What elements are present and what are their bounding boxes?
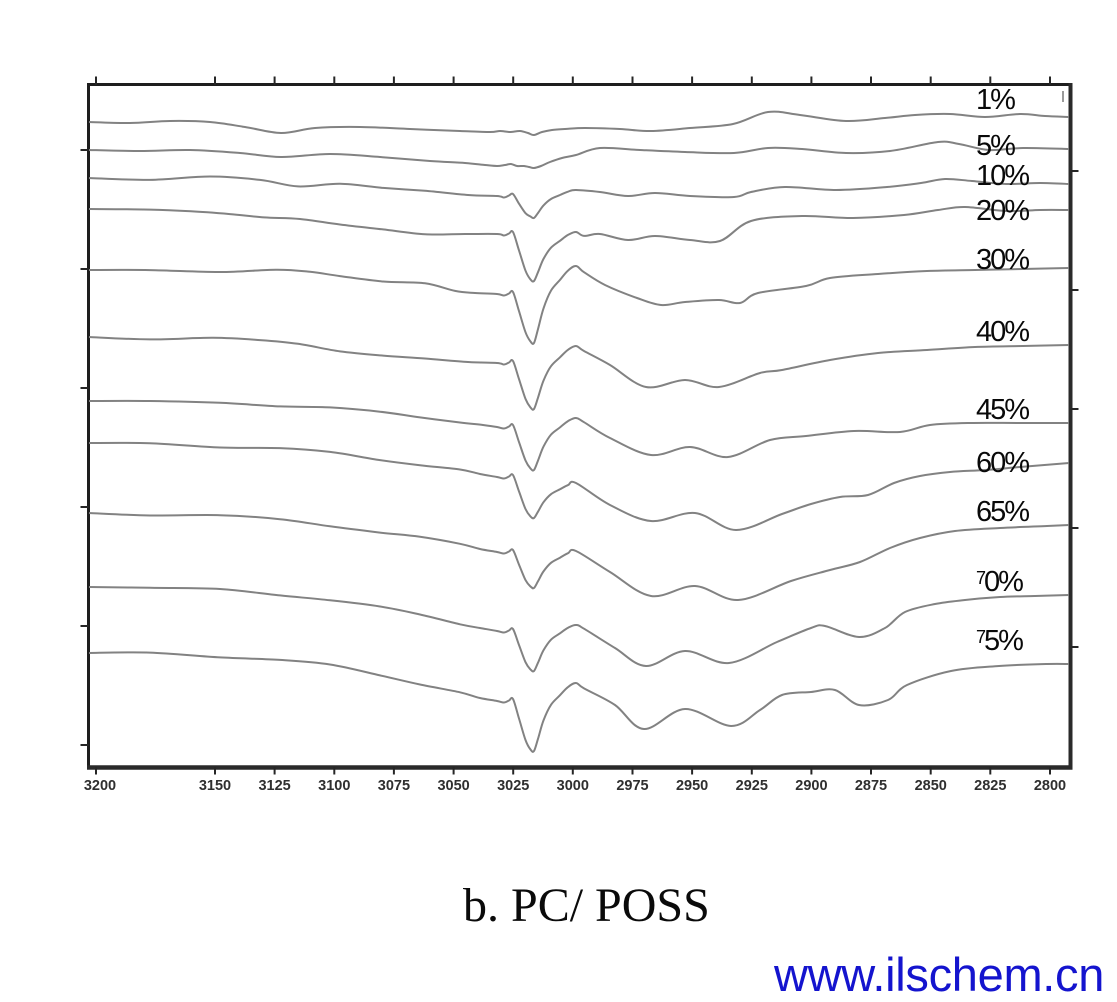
svg-text:45%: 45% (976, 394, 1029, 426)
svg-text:1%: 1% (976, 84, 1015, 116)
svg-text:10%: 10% (976, 160, 1029, 192)
svg-text:2875: 2875 (855, 778, 887, 794)
svg-text:20%: 20% (976, 195, 1029, 227)
svg-text:5%: 5% (976, 130, 1015, 162)
svg-text:3200: 3200 (84, 778, 116, 794)
svg-text:3125: 3125 (258, 778, 290, 794)
svg-text:3100: 3100 (318, 778, 350, 794)
svg-text:2900: 2900 (795, 778, 827, 794)
svg-text:2850: 2850 (915, 778, 947, 794)
svg-text:3000: 3000 (557, 778, 589, 794)
svg-text:3075: 3075 (378, 778, 410, 794)
svg-text:2800: 2800 (1034, 778, 1066, 794)
svg-text:3050: 3050 (437, 778, 469, 794)
svg-text:2925: 2925 (736, 778, 768, 794)
svg-text:2825: 2825 (974, 778, 1006, 794)
svg-text:2950: 2950 (676, 778, 708, 794)
svg-text:65%: 65% (976, 496, 1029, 528)
svg-text:30%: 30% (976, 244, 1029, 276)
svg-text:www.ilschem.cn: www.ilschem.cn (773, 948, 1104, 1001)
svg-text:3025: 3025 (497, 778, 529, 794)
svg-text:70%: 70% (976, 566, 1023, 598)
svg-text:75%: 75% (976, 625, 1023, 657)
svg-text:60%: 60% (976, 447, 1029, 479)
svg-text:40%: 40% (976, 316, 1029, 348)
svg-text:b. PC/ POSS: b. PC/ POSS (463, 879, 710, 932)
svg-text:3150: 3150 (199, 778, 231, 794)
svg-text:2975: 2975 (616, 778, 648, 794)
